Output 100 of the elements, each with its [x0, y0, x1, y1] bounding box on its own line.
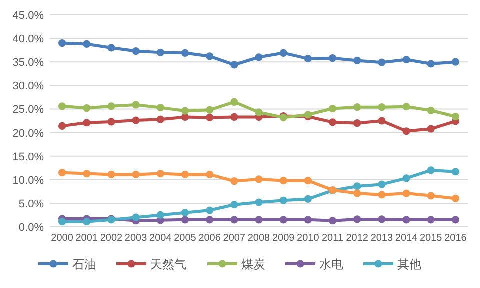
- point: [304, 55, 312, 63]
- point: [402, 216, 410, 224]
- point: [108, 170, 116, 179]
- point: [181, 170, 190, 179]
- point: [402, 103, 410, 111]
- point: [206, 114, 214, 122]
- point: [452, 216, 460, 224]
- point: [280, 216, 288, 224]
- point: [378, 216, 386, 224]
- point: [181, 209, 190, 217]
- y-tick-label: 5.0%: [18, 198, 44, 210]
- y-tick-label: 10.0%: [12, 174, 44, 187]
- point: [452, 58, 460, 66]
- point: [230, 178, 238, 186]
- point: [402, 190, 410, 198]
- point: [156, 170, 164, 178]
- point: [304, 216, 312, 224]
- legend-label: 其他: [398, 258, 422, 272]
- x-tick-label: 2015: [420, 233, 443, 244]
- point: [255, 176, 263, 184]
- point: [206, 106, 214, 114]
- point: [328, 217, 337, 225]
- point: [58, 122, 66, 130]
- point: [58, 102, 66, 110]
- point: [230, 216, 238, 224]
- point: [402, 174, 410, 182]
- point: [83, 170, 91, 178]
- point: [58, 218, 66, 226]
- y-tick-label: 20.0%: [12, 128, 44, 140]
- point: [181, 107, 190, 115]
- x-tick-label: 2013: [370, 233, 394, 244]
- point: [378, 191, 386, 199]
- point: [255, 54, 263, 62]
- point: [83, 40, 91, 48]
- point: [280, 177, 288, 185]
- x-tick-label: 2008: [248, 233, 271, 244]
- x-tick-label: 2011: [322, 233, 344, 244]
- point: [328, 54, 337, 62]
- point: [427, 60, 435, 68]
- point: [181, 113, 190, 122]
- point: [452, 112, 460, 121]
- point: [427, 166, 435, 174]
- x-tick-label: 2016: [444, 233, 468, 244]
- x-tick-label: 2012: [346, 233, 369, 244]
- point: [427, 106, 435, 114]
- point: [304, 195, 312, 204]
- point: [206, 216, 214, 224]
- point: [328, 104, 337, 113]
- point: [452, 194, 460, 203]
- point: [132, 170, 140, 179]
- point: [156, 116, 164, 124]
- x-tick-label: 2006: [198, 233, 222, 244]
- x-tick-label: 2010: [297, 233, 320, 244]
- point: [354, 190, 362, 198]
- point: [132, 214, 140, 222]
- point: [378, 117, 386, 125]
- y-tick-label: 0.0%: [18, 222, 44, 234]
- x-tick-label: 2009: [272, 233, 296, 244]
- point: [230, 61, 238, 69]
- x-tick-label: 2004: [150, 233, 172, 244]
- x-tick-label: 2000: [51, 233, 74, 244]
- point: [378, 180, 386, 188]
- point: [156, 48, 164, 56]
- point: [156, 104, 164, 112]
- y-tick-label: 25.0%: [12, 104, 44, 116]
- point: [280, 49, 288, 57]
- point: [83, 218, 91, 226]
- x-tick-label: 2002: [100, 233, 124, 244]
- x-tick-label: 2014: [395, 233, 418, 244]
- point: [181, 49, 190, 57]
- point: [354, 216, 362, 224]
- point: [354, 182, 362, 190]
- y-tick-label: 15.0%: [12, 151, 44, 164]
- point: [354, 56, 362, 64]
- y-tick-label: 40.0%: [12, 34, 44, 46]
- point: [427, 125, 435, 133]
- x-tick-label: 2005: [174, 233, 197, 244]
- point: [156, 211, 164, 220]
- x-tick-label: 2001: [76, 233, 98, 244]
- point: [206, 206, 214, 214]
- point: [132, 47, 140, 56]
- point: [255, 198, 263, 206]
- legend-label: 石油: [72, 258, 96, 272]
- point: [354, 104, 362, 112]
- point: [452, 168, 460, 176]
- point: [328, 118, 337, 126]
- point: [58, 39, 66, 48]
- legend-label: 天然气: [150, 258, 186, 272]
- point: [427, 216, 435, 224]
- point: [108, 102, 116, 110]
- y-tick-label: 35.0%: [12, 57, 44, 70]
- point: [108, 44, 116, 52]
- x-tick-label: 2007: [223, 233, 246, 244]
- legend-label: 煤炭: [242, 258, 266, 272]
- point: [378, 104, 386, 112]
- point: [354, 120, 362, 128]
- point: [255, 216, 263, 224]
- point: [230, 98, 238, 106]
- point: [378, 58, 386, 66]
- point: [83, 119, 91, 127]
